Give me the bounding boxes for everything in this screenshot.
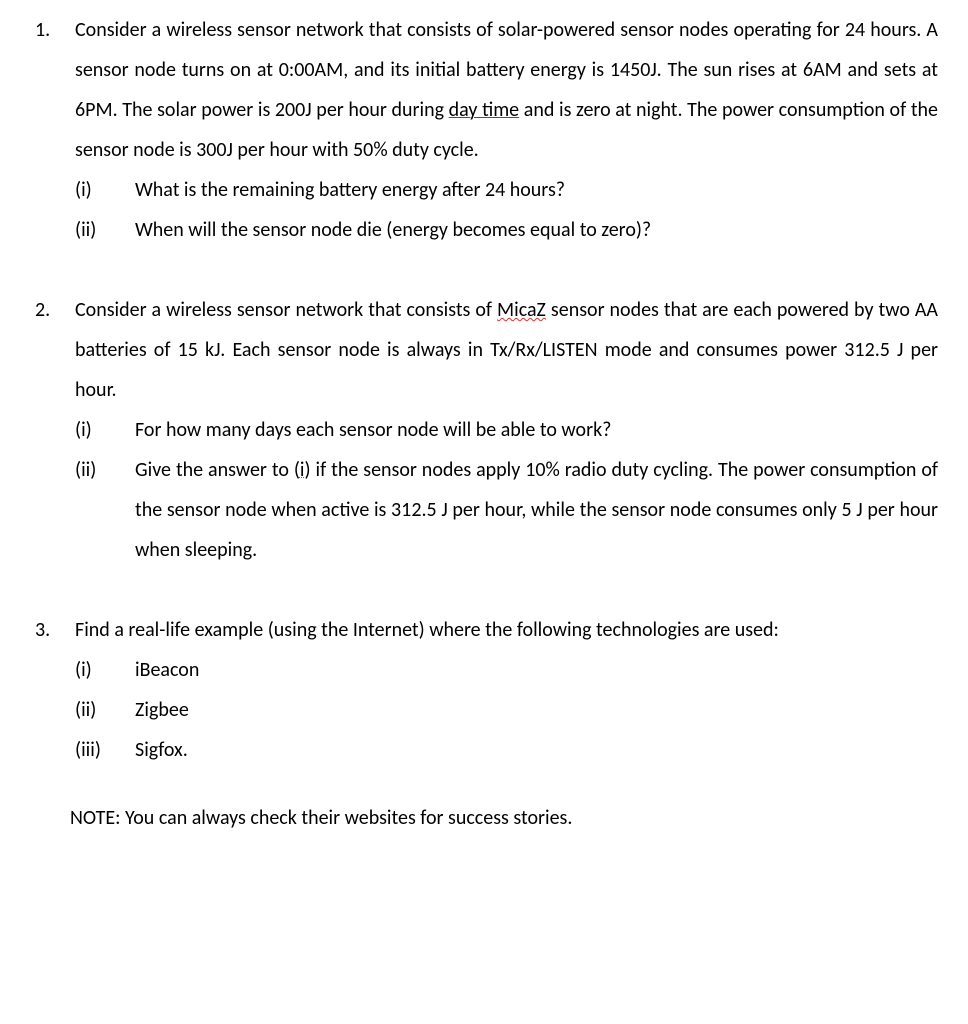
question-1-number: 1. [30,10,75,250]
question-2-number: 2. [30,290,75,570]
question-1-sub-i-text: What is the remaining battery energy aft… [135,170,938,210]
question-2-text: Consider a wireless sensor network that … [75,290,938,410]
question-1-body: Consider a wireless sensor network that … [75,10,938,250]
question-1-sub-i-num: (i) [75,170,135,210]
question-2-sub-ii: (ii) Give the answer to (i) if the senso… [75,450,938,570]
question-3-sub-iii-text: Sigfox. [135,730,938,770]
question-2-sub-ii-num: (ii) [75,450,135,570]
question-2-sub-ii-seg-0: Give the answer to ( [135,458,300,482]
question-1-sub-i: (i) What is the remaining battery energy… [75,170,938,210]
question-1-sub-ii-text: When will the sensor node die (energy be… [135,210,938,250]
question-2-seg-1: MicaZ [497,298,546,322]
question-1-sub-ii: (ii) When will the sensor node die (ener… [75,210,938,250]
question-1: 1. Consider a wireless sensor network th… [30,10,938,250]
question-1-sub-ii-num: (ii) [75,210,135,250]
question-3: 3. Find a real-life example (using the I… [30,610,938,770]
question-2-sub-ii-text: Give the answer to (i) if the sensor nod… [135,450,938,570]
question-2-sub-i: (i) For how many days each sensor node w… [75,410,938,450]
question-3-body: Find a real-life example (using the Inte… [75,610,938,770]
question-2-body: Consider a wireless sensor network that … [75,290,938,570]
question-3-sub-ii-num: (ii) [75,690,135,730]
document-page: 1. Consider a wireless sensor network th… [0,0,968,868]
question-3-sub-ii: (ii) Zigbee [75,690,938,730]
question-2-seg-0: Consider a wireless sensor network that … [75,298,497,322]
question-3-text: Find a real-life example (using the Inte… [75,610,938,650]
question-2-sub-i-text: For how many days each sensor node will … [135,410,938,450]
question-3-sub-iii-num: (iii) [75,730,135,770]
question-2: 2. Consider a wireless sensor network th… [30,290,938,570]
question-3-number: 3. [30,610,75,770]
question-3-sub-iii: (iii) Sigfox. [75,730,938,770]
question-3-sub-i-text: iBeacon [135,650,938,690]
question-3-sub-i-num: (i) [75,650,135,690]
question-3-sub-ii-text: Zigbee [135,690,938,730]
question-2-sub-i-num: (i) [75,410,135,450]
note-text: NOTE: You can always check their website… [30,798,938,838]
question-1-seg-1: day time [449,98,519,122]
question-3-sub-i: (i) iBeacon [75,650,938,690]
question-1-text: Consider a wireless sensor network that … [75,10,938,170]
